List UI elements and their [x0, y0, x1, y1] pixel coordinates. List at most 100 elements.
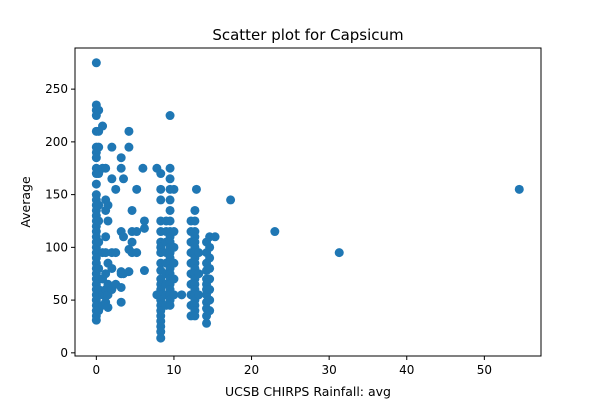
data-point: [107, 174, 117, 184]
data-point: [91, 153, 101, 163]
data-point: [165, 111, 175, 121]
data-point: [98, 121, 108, 131]
data-point: [156, 184, 166, 194]
data-point: [169, 227, 179, 237]
data-point: [169, 184, 179, 194]
data-point: [94, 105, 104, 115]
x-tick-label: 0: [93, 363, 101, 377]
data-point: [205, 306, 215, 316]
data-point: [139, 216, 149, 226]
data-point: [226, 195, 236, 205]
data-point: [103, 302, 113, 312]
data-point: [177, 290, 187, 300]
data-point: [210, 232, 220, 242]
data-point: [165, 174, 175, 184]
data-point: [205, 263, 215, 273]
y-tick-label: 150: [45, 188, 68, 202]
data-point: [190, 311, 200, 321]
data-point: [119, 174, 128, 184]
data-point: [101, 269, 111, 279]
data-point: [127, 205, 137, 215]
data-point: [194, 269, 204, 279]
data-point: [124, 126, 134, 136]
data-point: [165, 163, 175, 173]
data-point: [116, 153, 126, 163]
x-tick-label: 10: [166, 363, 181, 377]
data-point: [119, 232, 128, 242]
data-point: [334, 248, 344, 258]
y-tick-label: 0: [60, 346, 68, 360]
data-point: [124, 142, 134, 152]
data-point: [132, 184, 142, 194]
data-point: [205, 274, 215, 284]
x-tick-label: 30: [322, 363, 337, 377]
data-point: [94, 142, 104, 152]
data-point: [124, 267, 134, 277]
data-point: [116, 282, 126, 292]
data-point: [139, 266, 149, 276]
data-point: [205, 295, 215, 305]
data-point: [116, 163, 126, 173]
plot-frame: [74, 47, 542, 357]
data-point: [191, 184, 201, 194]
data-point: [169, 242, 179, 252]
data-point: [169, 258, 179, 268]
x-tick-label: 50: [477, 363, 492, 377]
y-axis: 0 50 100 150 200 250: [45, 82, 75, 360]
data-point: [169, 274, 179, 284]
data-point: [190, 205, 200, 215]
data-point: [165, 216, 175, 226]
data-point: [205, 253, 215, 263]
data-point: [111, 248, 121, 258]
data-point: [103, 200, 113, 210]
data-point: [94, 200, 104, 210]
x-axis-label: UCSB CHIRPS Rainfall: avg: [225, 384, 391, 399]
data-point: [116, 297, 126, 307]
y-tick-label: 100: [45, 240, 68, 254]
points-layer: [91, 58, 524, 343]
x-axis: 0 10 20 30 40 50: [93, 356, 492, 377]
x-tick-label: 20: [244, 363, 259, 377]
y-tick-label: 200: [45, 135, 68, 149]
y-axis-label: Average: [18, 176, 33, 228]
data-point: [190, 216, 200, 226]
chart-title: Scatter plot for Capsicum: [212, 26, 403, 44]
data-point: [270, 227, 280, 237]
data-point: [194, 290, 204, 300]
data-point: [156, 327, 166, 337]
data-point: [107, 142, 117, 152]
data-point: [156, 195, 166, 205]
data-point: [139, 223, 149, 233]
data-point: [514, 184, 524, 194]
data-point: [91, 315, 101, 325]
data-point: [94, 237, 104, 247]
data-point: [165, 300, 175, 310]
data-point: [127, 237, 137, 247]
x-tick-label: 40: [399, 363, 414, 377]
data-point: [103, 216, 113, 226]
y-tick-label: 50: [53, 293, 68, 307]
data-point: [205, 285, 215, 295]
data-point: [107, 263, 117, 273]
y-tick-label: 250: [45, 82, 68, 96]
data-point: [194, 248, 204, 258]
data-point: [138, 163, 148, 173]
data-point: [94, 263, 104, 273]
data-point: [156, 169, 166, 179]
data-point: [132, 248, 142, 258]
data-point: [165, 205, 175, 215]
data-point: [111, 184, 121, 194]
data-point: [165, 195, 175, 205]
data-point: [132, 227, 142, 237]
data-point: [101, 163, 111, 173]
data-point: [91, 58, 101, 68]
data-point: [202, 318, 212, 328]
data-point: [205, 242, 215, 252]
data-point: [169, 290, 179, 300]
data-point: [101, 248, 111, 258]
data-point: [91, 179, 101, 189]
data-point: [156, 333, 166, 343]
data-point: [101, 232, 111, 242]
